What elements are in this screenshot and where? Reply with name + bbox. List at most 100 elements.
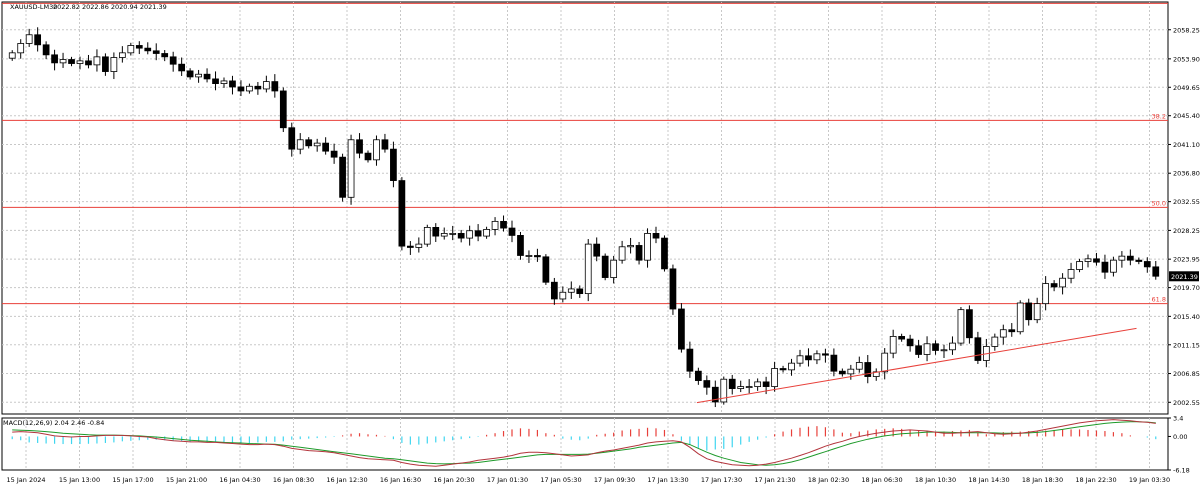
candle-body: [347, 139, 355, 198]
macd-y-tick-label: 0.00: [1173, 433, 1187, 441]
candle: [525, 250, 533, 263]
candle-body: [356, 139, 363, 154]
candle: [737, 380, 745, 393]
x-tick-label: 18 Jan 22:30: [1075, 476, 1116, 484]
candle-body: [288, 127, 296, 150]
current-price-tag: [1169, 271, 1199, 282]
candle: [601, 253, 609, 281]
candle-body: [466, 230, 474, 239]
candle-body: [999, 329, 1007, 338]
y-tick-label: 2015.40: [1173, 313, 1200, 321]
candle: [999, 324, 1007, 345]
candle-body: [483, 229, 490, 237]
candle-body: [102, 56, 109, 72]
candle: [288, 122, 296, 157]
candle-body: [855, 362, 863, 370]
candle-body: [779, 368, 787, 371]
candle-body: [517, 235, 524, 256]
candle: [1025, 298, 1033, 326]
candle-body: [457, 233, 465, 239]
x-tick-label: 15 Jan 21:00: [166, 476, 207, 484]
candle: [1076, 258, 1083, 273]
candle-body: [406, 245, 414, 248]
candle-body: [1025, 302, 1033, 321]
candle: [296, 133, 304, 155]
axes: 15 Jan 2024 15 Jan 13:00 15 Jan 17:00 15 Ja…: [7, 26, 1200, 484]
candle-body: [220, 80, 228, 84]
candle-body: [135, 45, 143, 49]
candle: [754, 378, 762, 391]
x-tick-label: 16 Jan 20:30: [433, 476, 474, 484]
candle-body: [500, 220, 507, 229]
candle: [805, 348, 812, 367]
candle: [889, 329, 897, 359]
candle: [169, 51, 177, 72]
candle-body: [635, 245, 643, 261]
candle: [652, 226, 660, 244]
y-tick-label: 2006.85: [1173, 370, 1200, 378]
candle-body: [525, 255, 533, 257]
candle-body: [118, 52, 126, 58]
candle: [34, 27, 42, 52]
candle: [711, 380, 719, 408]
candle-body: [381, 139, 389, 150]
candle: [881, 348, 889, 380]
chart-title: XAUUSD-LM30: [10, 3, 57, 11]
candle: [381, 133, 389, 153]
candle-body: [796, 355, 804, 364]
candle-body: [940, 349, 948, 352]
candle: [305, 137, 313, 149]
macd-signal-line: [12, 421, 1156, 466]
macd-line: [12, 419, 1156, 467]
candle-body: [601, 255, 609, 278]
candle: [991, 333, 999, 351]
y-tick-label: 2011.15: [1173, 341, 1200, 349]
candle: [669, 264, 677, 315]
candle: [93, 49, 101, 72]
candle: [449, 225, 457, 241]
candle: [542, 254, 550, 285]
candle: [923, 336, 931, 362]
main-frame: [1, 1, 1169, 415]
candle: [1067, 262, 1075, 284]
candle-body: [42, 44, 50, 56]
candle: [42, 41, 50, 60]
candle-body: [932, 343, 939, 351]
candle-body: [754, 381, 762, 387]
candle-body: [110, 57, 118, 72]
x-tick-label: 16 Jan 12:30: [326, 476, 367, 484]
candle-body: [390, 148, 397, 181]
candle: [788, 358, 795, 376]
ohlc-readout: 2022.82 2022.86 2020.94 2021.39: [53, 3, 167, 11]
candle: [25, 28, 33, 47]
candle-body: [246, 85, 253, 92]
candle: [212, 71, 219, 91]
x-tick-label: 16 Jan 08:30: [273, 476, 314, 484]
candle: [85, 54, 92, 69]
trendline: [696, 327, 1137, 404]
candle: [779, 365, 787, 373]
candle: [339, 153, 346, 202]
candle-body: [991, 336, 999, 347]
candle: [550, 277, 558, 305]
candle: [940, 344, 948, 358]
candle: [246, 83, 253, 94]
candle: [745, 379, 753, 394]
candle-body: [559, 291, 567, 300]
macd-frame: [1, 417, 1169, 471]
candle: [1050, 280, 1058, 292]
candle-body: [830, 354, 838, 372]
candle: [508, 220, 516, 243]
candle: [186, 68, 194, 80]
x-tick-label: 15 Jan 17:00: [112, 476, 153, 484]
candle: [203, 68, 211, 83]
candle: [161, 50, 169, 62]
candle: [17, 39, 25, 59]
candle: [347, 134, 355, 205]
candle: [855, 356, 863, 373]
y-tick-label: 2036.80: [1173, 170, 1200, 178]
candle-body: [449, 233, 457, 235]
candle-body: [949, 342, 956, 351]
